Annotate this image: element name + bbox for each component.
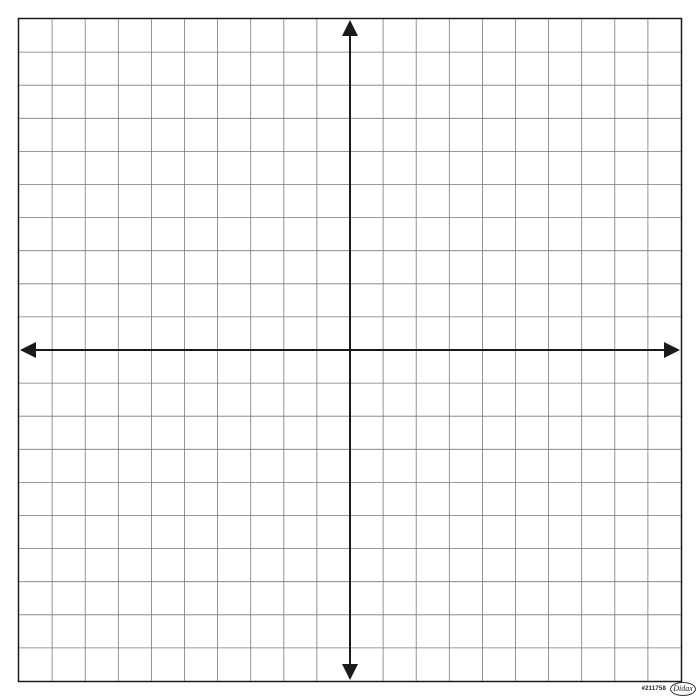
- axes: [20, 20, 680, 680]
- oval-logo-icon: Didax: [670, 682, 696, 696]
- arrow-down-icon: [342, 664, 358, 680]
- arrow-up-icon: [342, 20, 358, 36]
- arrow-left-icon: [20, 342, 36, 358]
- arrow-right-icon: [664, 342, 680, 358]
- product-code: #211758: [641, 686, 666, 692]
- footer: #211758 Didax: [590, 680, 696, 698]
- grid-border: [17, 17, 683, 683]
- logo-text: Didax: [673, 684, 693, 693]
